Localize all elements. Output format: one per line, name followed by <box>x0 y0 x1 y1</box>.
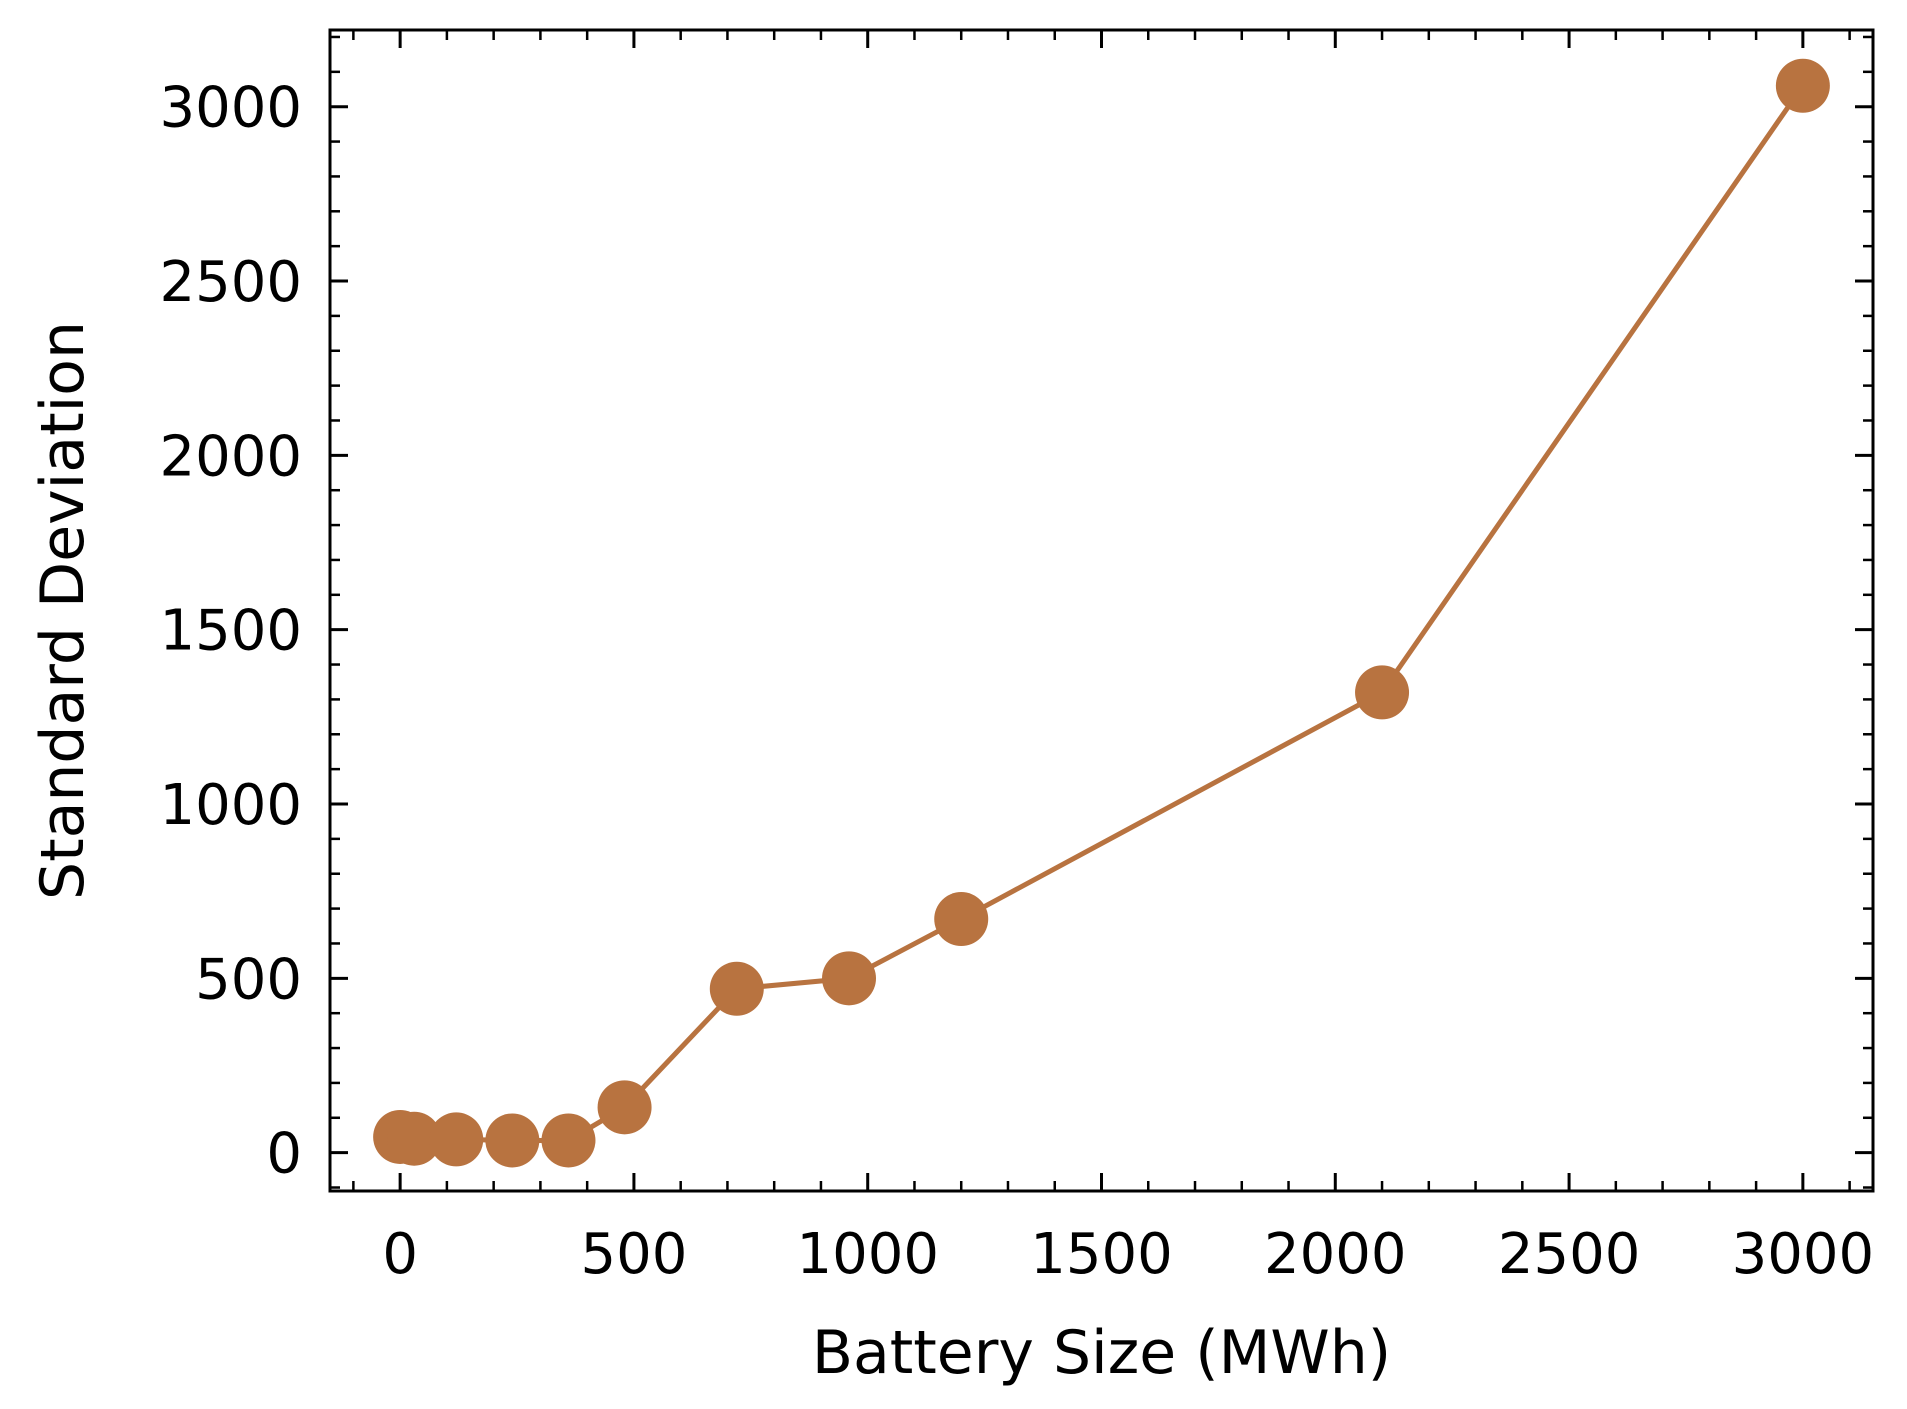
y-axis-label: Standard Deviation <box>28 321 98 900</box>
data-point <box>597 1080 652 1135</box>
data-point <box>429 1112 484 1167</box>
x-tick-label: 3000 <box>1732 1222 1875 1287</box>
plot-frame <box>328 28 1875 1193</box>
data-point <box>541 1113 596 1168</box>
x-axis-label: Battery Size (MWh) <box>812 1318 1391 1388</box>
x-tick-label: 500 <box>580 1222 687 1287</box>
series-layer <box>373 58 1830 1168</box>
data-point <box>1355 665 1410 720</box>
x-tick-label: 2500 <box>1498 1222 1641 1287</box>
y-tick-label: 500 <box>195 947 302 1012</box>
x-tick-label: 1500 <box>1030 1222 1173 1287</box>
data-point <box>709 961 764 1016</box>
x-tick-label: 2000 <box>1264 1222 1407 1287</box>
y-tick-label: 1500 <box>159 599 302 664</box>
data-point <box>822 951 877 1006</box>
y-tick-label: 2000 <box>159 424 302 489</box>
x-tick-label: 0 <box>382 1222 418 1287</box>
data-point <box>387 1111 442 1166</box>
data-point <box>1775 58 1830 113</box>
y-tick-label: 1000 <box>159 773 302 838</box>
data-point <box>485 1113 540 1168</box>
labels-layer: Battery Size (MWh) Standard Deviation <box>28 321 1391 1388</box>
y-tick-label: 3000 <box>159 76 302 141</box>
y-tick-label: 2500 <box>159 250 302 315</box>
data-point <box>934 892 989 947</box>
y-tick-label: 0 <box>266 1122 302 1187</box>
ticks-layer: 0 500 1000 1500 2000 2500 3000 0 500 1000 1500 2000… <box>159 30 1874 1287</box>
x-tick-label: 1000 <box>796 1222 939 1287</box>
